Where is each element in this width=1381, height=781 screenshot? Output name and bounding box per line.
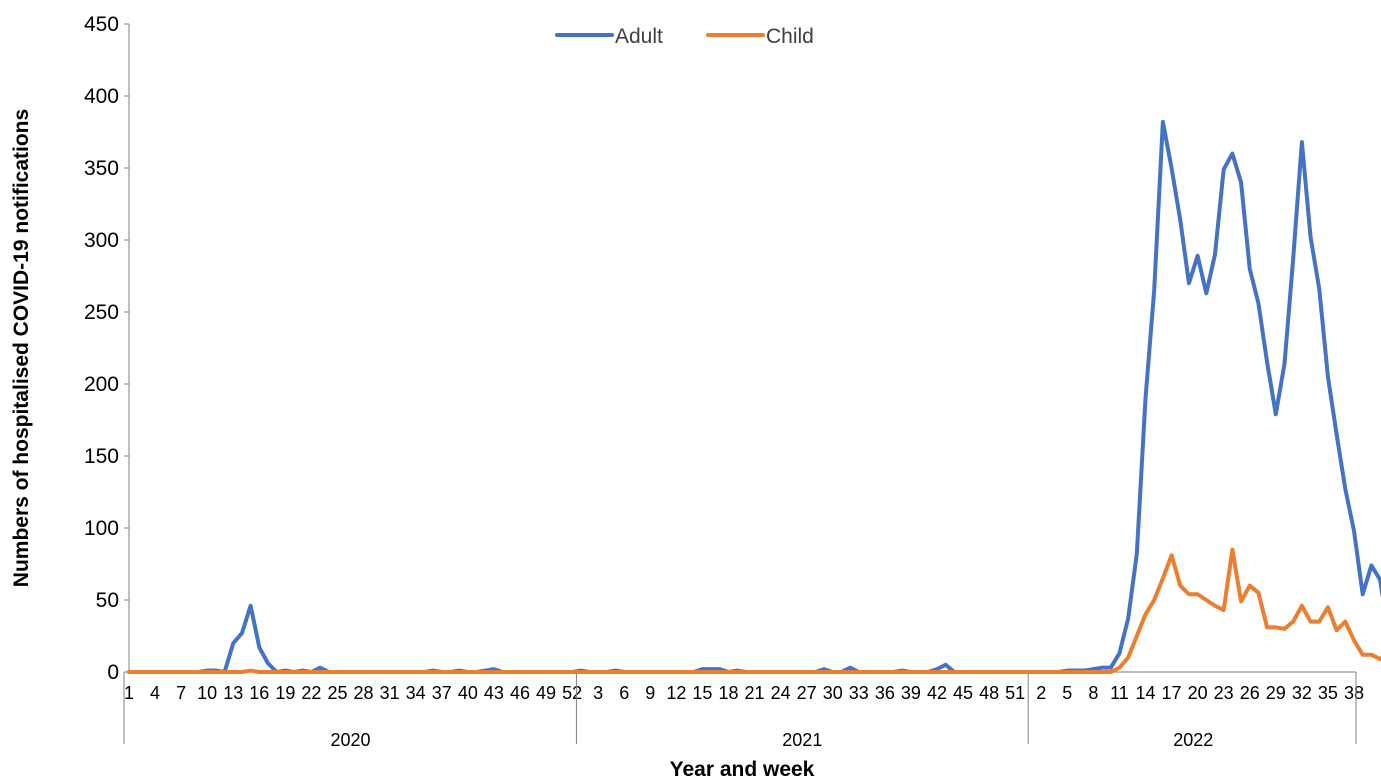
y-tick-label: 100 <box>84 517 119 540</box>
x-week-tick-label: 46 <box>510 683 530 703</box>
x-year-label: 2022 <box>1173 730 1213 750</box>
x-week-tick-label: 5 <box>1062 683 1072 703</box>
x-week-tick-label: 1 <box>124 683 134 703</box>
x-week-tick-label: 51 <box>1005 683 1025 703</box>
x-week-tick-label: 9 <box>645 683 655 703</box>
x-week-tick-label: 37 <box>432 683 452 703</box>
x-week-tick-label: 4 <box>150 683 160 703</box>
legend-label-adult: Adult <box>615 25 663 48</box>
x-week-tick-label: 12 <box>666 683 686 703</box>
x-week-tick-label: 30 <box>823 683 843 703</box>
legend-label-child: Child <box>766 25 814 48</box>
x-week-tick-label: 48 <box>979 683 999 703</box>
x-week-tick-label: 19 <box>275 683 295 703</box>
x-week-tick-label: 15 <box>692 683 712 703</box>
x-week-tick-label: 43 <box>484 683 504 703</box>
y-tick-label: 400 <box>84 85 119 108</box>
x-week-tick-label: 2 <box>1036 683 1046 703</box>
x-week-tick-label: 36 <box>875 683 895 703</box>
x-week-tick-label: 23 <box>1214 683 1234 703</box>
x-week-tick-label: 8 <box>1088 683 1098 703</box>
x-week-tick-label: 33 <box>849 683 869 703</box>
x-axis-title: Year and week <box>670 758 815 781</box>
x-week-tick-label: 25 <box>327 683 347 703</box>
y-axis: 0 50 100 150 200 250 300 350 400 450 <box>84 13 130 684</box>
x-week-tick-label: 18 <box>718 683 738 703</box>
x-week-tick-label: 49 <box>536 683 556 703</box>
x-week-tick-label: 29 <box>1266 683 1286 703</box>
x-week-tick-label: 26 <box>1240 683 1260 703</box>
series-lines <box>127 119 1381 674</box>
x-week-tick-label: 28 <box>354 683 374 703</box>
x-week-tick-label: 7 <box>176 683 186 703</box>
y-tick-label: 300 <box>84 229 119 252</box>
y-tick-label: 50 <box>96 589 119 612</box>
x-week-tick-label: 31 <box>380 683 400 703</box>
x-week-tick-label: 10 <box>197 683 217 703</box>
x-week-tick-label: 52 <box>562 683 582 703</box>
x-week-tick-label: 16 <box>249 683 269 703</box>
x-week-tick-label: 13 <box>223 683 243 703</box>
x-week-tick-label: 40 <box>458 683 478 703</box>
y-tick-label: 0 <box>107 661 119 684</box>
x-year-label: 2020 <box>331 730 371 750</box>
x-week-tick-label: 35 <box>1318 683 1338 703</box>
x-week-tick-label: 34 <box>406 683 426 703</box>
x-week-tick-label: 3 <box>593 683 603 703</box>
x-week-tick-label: 45 <box>953 683 973 703</box>
x-week-tick-label: 27 <box>797 683 817 703</box>
y-axis-title: Numbers of hospitalised COVID-19 notific… <box>10 109 33 587</box>
x-year-label: 2021 <box>782 730 822 750</box>
x-week-tick-label: 20 <box>1188 683 1208 703</box>
x-week-tick-label: 38 <box>1344 683 1364 703</box>
x-week-tick-label: 17 <box>1162 683 1182 703</box>
x-week-tick-label: 24 <box>771 683 791 703</box>
x-week-tick-label: 11 <box>1110 683 1129 703</box>
y-tick-label: 250 <box>84 301 119 324</box>
x-week-tick-label: 39 <box>901 683 921 703</box>
y-tick-label: 150 <box>84 445 119 468</box>
x-week-tick-label: 6 <box>619 683 629 703</box>
y-tick-label: 350 <box>84 157 119 180</box>
y-tick-label: 200 <box>84 373 119 396</box>
x-week-tick-label: 32 <box>1292 683 1312 703</box>
series-line-adult <box>127 119 1381 674</box>
legend: Adult Child <box>555 25 814 48</box>
x-week-tick-label: 21 <box>745 683 765 703</box>
x-week-tick-label: 42 <box>927 683 947 703</box>
x-week-tick-label: 14 <box>1135 683 1155 703</box>
y-tick-label: 450 <box>84 13 119 36</box>
x-week-tick-label: 22 <box>301 683 321 703</box>
series-line-child <box>127 547 1381 674</box>
